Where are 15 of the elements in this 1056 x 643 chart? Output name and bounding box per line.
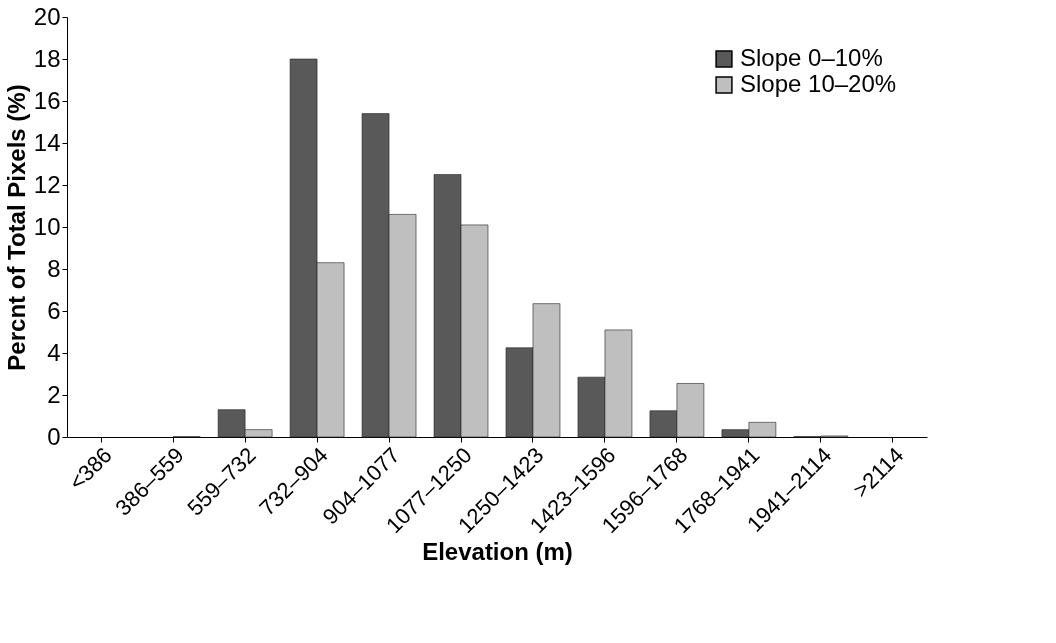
x-axis-title: Elevation (m)	[422, 538, 573, 566]
legend-label: Slope 10–20%	[740, 70, 897, 97]
y-tick-label: 20	[33, 2, 61, 30]
y-tick-label: 18	[33, 44, 61, 72]
y-tick-label: 4	[47, 338, 61, 366]
y-tick-label: 8	[47, 254, 61, 282]
y-tick-label: 10	[33, 212, 61, 240]
y-tick-label: 0	[47, 422, 61, 450]
y-tick-label: 14	[33, 128, 61, 156]
y-tick-label: 6	[47, 296, 61, 324]
y-axis-title: Percnt of Total Pixels (%)	[2, 84, 30, 371]
y-tick-label: 2	[47, 380, 61, 408]
legend-label: Slope 0–10%	[740, 44, 883, 71]
y-tick-label: 12	[33, 170, 61, 198]
y-tick-label: 16	[33, 86, 61, 114]
